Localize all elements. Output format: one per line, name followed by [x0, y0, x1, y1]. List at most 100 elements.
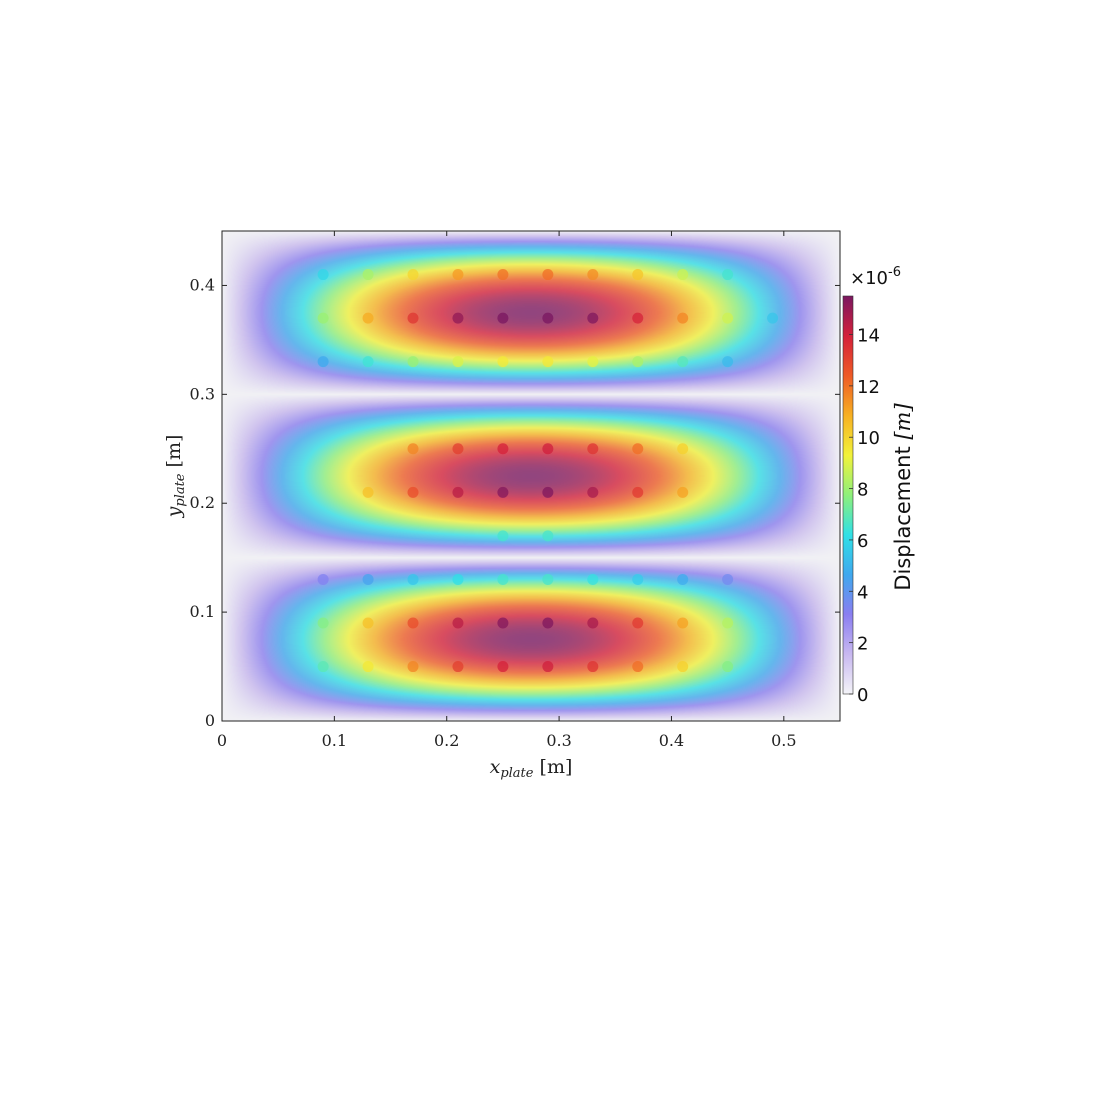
heatmap-image [222, 231, 840, 721]
measurement-point [542, 573, 554, 585]
measurement-point [407, 312, 419, 324]
measurement-point [497, 661, 509, 673]
colorbar-tick-label: 4 [857, 582, 868, 603]
measurement-point [542, 661, 554, 673]
x-tick-label: 0.1 [322, 731, 347, 750]
y-tick-label: 0.3 [190, 384, 215, 403]
measurement-point [632, 573, 644, 585]
y-tick-label: 0.2 [190, 493, 215, 512]
measurement-point [452, 356, 464, 368]
measurement-point [407, 661, 419, 673]
colorbar-tick-label: 0 [857, 685, 868, 706]
measurement-point [632, 486, 644, 498]
measurement-point [767, 312, 779, 324]
measurement-point [677, 486, 689, 498]
measurement-points [317, 269, 779, 673]
y-tick-label: 0 [205, 711, 215, 730]
colorbar-ticks: 0 2 4 6 8 10 12 14 [849, 326, 880, 706]
measurement-point [497, 573, 509, 585]
x-tick-label: 0.5 [771, 731, 796, 750]
measurement-point [497, 486, 509, 498]
y-axis-label: yplate [m] [163, 435, 188, 519]
measurement-point [317, 269, 329, 281]
measurement-point [587, 443, 599, 455]
measurement-point [677, 269, 689, 281]
measurement-point [587, 312, 599, 324]
measurement-point [407, 573, 419, 585]
colorbar-tick-label: 10 [857, 428, 880, 449]
measurement-point [407, 617, 419, 629]
colorbar-tick-label: 6 [857, 531, 868, 552]
measurement-point [542, 269, 554, 281]
measurement-point [497, 530, 509, 542]
colorbar-multiplier: ×10-6 [850, 265, 901, 289]
y-tick-label: 0.4 [190, 275, 215, 294]
measurement-point [317, 356, 329, 368]
measurement-point [587, 661, 599, 673]
measurement-point [542, 486, 554, 498]
colorbar: 0 2 4 6 8 10 12 14 ×10-6 Displacement [m] [842, 265, 915, 706]
measurement-point [587, 356, 599, 368]
measurement-point [452, 486, 464, 498]
measurement-point [542, 356, 554, 368]
colorbar-tick-label: 8 [857, 480, 868, 501]
measurement-point [497, 443, 509, 455]
measurement-point [722, 573, 734, 585]
colorbar-tick-label: 14 [857, 326, 880, 347]
measurement-point [362, 486, 374, 498]
x-axis-label: xplate [m] [490, 756, 573, 781]
measurement-point [362, 661, 374, 673]
measurement-point [407, 443, 419, 455]
measurement-point [407, 356, 419, 368]
measurement-point [542, 312, 554, 324]
measurement-point [587, 486, 599, 498]
measurement-point [317, 617, 329, 629]
measurement-point [452, 661, 464, 673]
measurement-point [497, 312, 509, 324]
colorbar-tick-label: 2 [857, 634, 868, 655]
measurement-point [452, 617, 464, 629]
measurement-point [362, 312, 374, 324]
measurement-point [362, 269, 374, 281]
measurement-point [362, 356, 374, 368]
measurement-point [497, 356, 509, 368]
y-tick-label: 0.1 [190, 602, 215, 621]
measurement-point [632, 312, 644, 324]
x-tick-label: 0.2 [434, 731, 459, 750]
measurement-point [632, 443, 644, 455]
colorbar-gradient [842, 295, 854, 695]
measurement-point [407, 269, 419, 281]
y-axis-ticks: 0 0.1 0.2 0.3 0.4 [190, 275, 840, 730]
x-tick-label: 0 [217, 731, 227, 750]
measurement-point [632, 269, 644, 281]
measurement-point [587, 617, 599, 629]
measurement-point [632, 661, 644, 673]
x-tick-label: 0.3 [546, 731, 571, 750]
measurement-point [722, 617, 734, 629]
measurement-point [452, 573, 464, 585]
measurement-point [587, 269, 599, 281]
measurement-point [407, 486, 419, 498]
measurement-point [497, 617, 509, 629]
measurement-point [542, 443, 554, 455]
x-tick-label: 0.4 [659, 731, 684, 750]
measurement-point [452, 443, 464, 455]
measurement-point [452, 312, 464, 324]
measurement-point [677, 617, 689, 629]
measurement-point [542, 617, 554, 629]
colorbar-tick-label: 12 [857, 377, 880, 398]
plot-frame [221, 230, 841, 722]
measurement-point [452, 269, 464, 281]
measurement-point [677, 312, 689, 324]
measurement-point [362, 617, 374, 629]
measurement-point [677, 573, 689, 585]
measurement-point [632, 617, 644, 629]
measurement-point [317, 573, 329, 585]
heatmap-field [222, 231, 840, 721]
measurement-point [677, 661, 689, 673]
measurement-point [722, 356, 734, 368]
measurement-point [317, 661, 329, 673]
measurement-point [587, 573, 599, 585]
measurement-point [362, 573, 374, 585]
